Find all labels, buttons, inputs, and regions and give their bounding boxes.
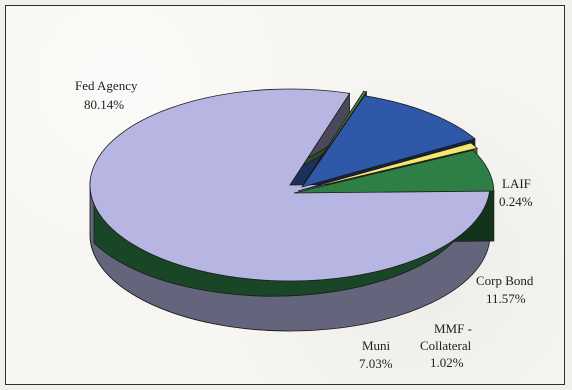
slice-label-mmf-line1: MMF - (434, 321, 472, 336)
pie-chart: Fed Agency 80.14% LAIF 0.24% Corp Bond 1… (75, 78, 534, 371)
slice-top-laif (303, 90, 368, 184)
slice-top-corp-bond (301, 95, 476, 188)
slice-label-laif: LAIF (502, 176, 531, 191)
slice-value-fed-agency: 80.14% (84, 97, 124, 112)
chart-frame: Fed Agency 80.14% LAIF 0.24% Corp Bond 1… (5, 5, 565, 385)
slice-value-mmf: 1.02% (430, 355, 464, 370)
slice-value-corp-bond: 11.57% (486, 291, 526, 306)
pie-group (89, 88, 495, 332)
slice-label-fed-agency: Fed Agency (75, 78, 138, 93)
slice-value-laif: 0.24% (499, 194, 533, 209)
slice-label-muni: Muni (362, 338, 391, 353)
slice-top-fed-agency (89, 88, 491, 282)
slice-value-muni: 7.03% (359, 356, 393, 371)
slice-top-muni (293, 149, 495, 194)
slice-top-mmf-collateral (297, 142, 478, 192)
slice-label-mmf-line2: Collateral (420, 338, 472, 353)
slice-label-corp-bond: Corp Bond (476, 273, 534, 288)
